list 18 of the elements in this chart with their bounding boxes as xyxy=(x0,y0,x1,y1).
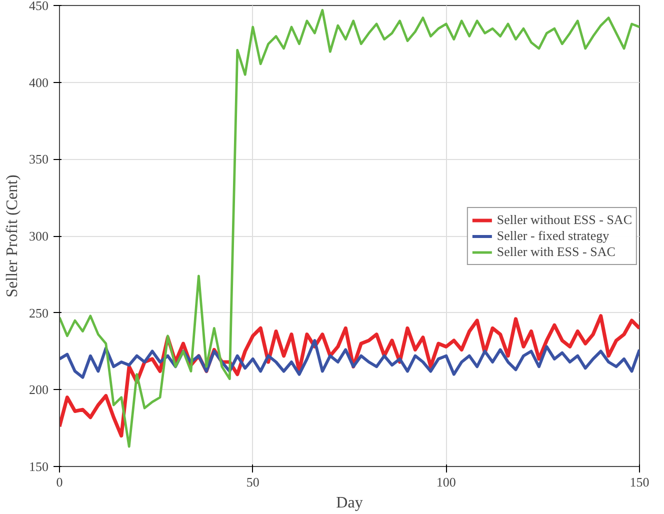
x-tick-label: 0 xyxy=(56,474,63,490)
legend-label: Seller with ESS - SAC xyxy=(496,244,616,260)
y-tick-label: 350 xyxy=(29,152,48,167)
y-tick-label: 450 xyxy=(29,0,48,13)
x-axis-title: Day xyxy=(336,494,363,512)
y-tick-label: 250 xyxy=(29,305,48,320)
x-tick-label: 100 xyxy=(436,474,456,490)
y-tick-label: 150 xyxy=(29,459,48,474)
y-tick-label: 400 xyxy=(29,74,48,90)
y-tick-label: 200 xyxy=(29,382,48,398)
legend-label: Seller without ESS - SAC xyxy=(496,212,632,228)
line-series xyxy=(60,338,640,379)
y-tick-label: 300 xyxy=(29,228,48,244)
x-tick-label: 150 xyxy=(630,474,650,490)
y-axis-title: Seller Profit (Cent) xyxy=(4,174,21,298)
legend-label: Seller - fixed strategy xyxy=(496,228,610,244)
x-tick-label: 50 xyxy=(246,474,260,490)
line-series xyxy=(60,8,640,448)
